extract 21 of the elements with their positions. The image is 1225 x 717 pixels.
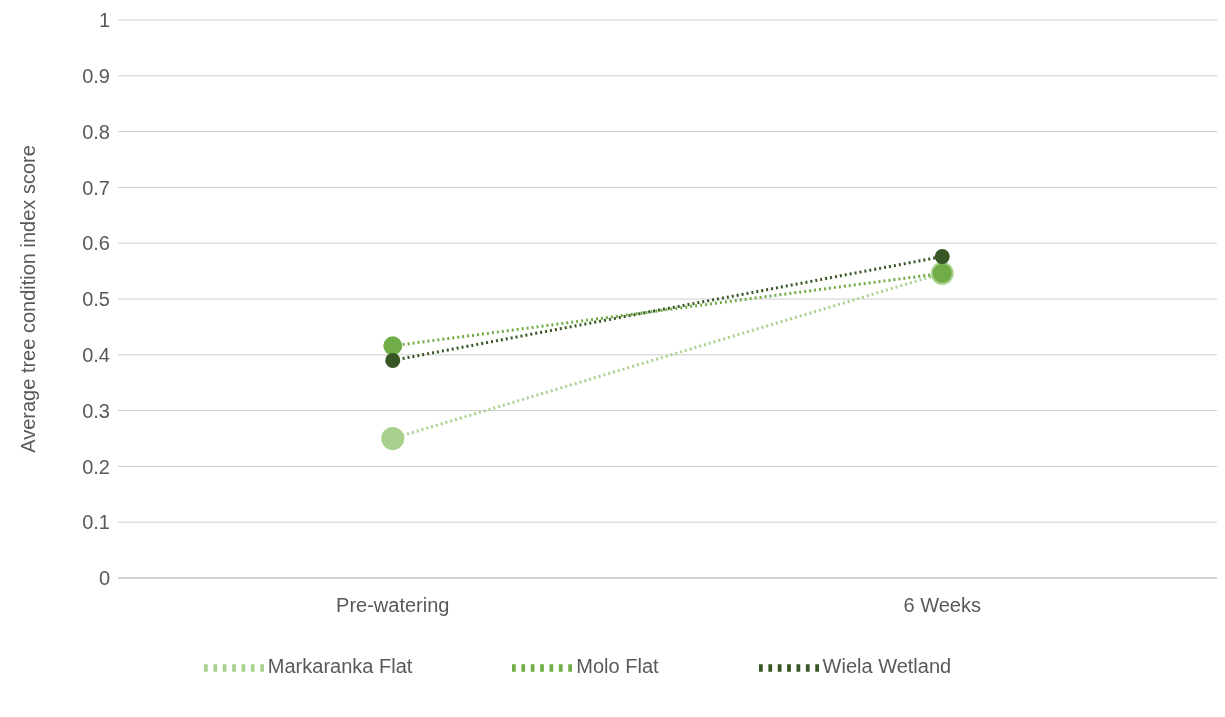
- y-tick-label: 0.7: [82, 176, 110, 199]
- y-tick-label: 0.2: [82, 455, 110, 478]
- legend-label: Wiela Wetland: [822, 655, 952, 678]
- y-tick-label: 0: [98, 567, 110, 590]
- point: [383, 336, 403, 356]
- legend-label: Molo Flat: [576, 655, 659, 678]
- y-tick-label: 0.6: [82, 232, 110, 255]
- x-tick-label: Pre-watering: [336, 594, 450, 617]
- point: [934, 249, 950, 265]
- legend-label: Markaranka Flat: [267, 655, 413, 678]
- point: [381, 427, 405, 450]
- y-tick-label: 0.4: [82, 343, 110, 366]
- y-axis-title: Average tree condition index score: [17, 145, 40, 453]
- x-tick-label: 6 Weeks: [903, 594, 981, 617]
- y-tick-label: 1: [98, 9, 110, 32]
- y-tick-label: 0.8: [82, 120, 110, 143]
- y-tick-label: 0.1: [82, 511, 110, 534]
- y-tick-label: 0.9: [82, 64, 110, 87]
- y-tick-label: 0.3: [82, 399, 110, 422]
- point: [385, 352, 401, 368]
- y-tick-label: 0.5: [82, 288, 110, 311]
